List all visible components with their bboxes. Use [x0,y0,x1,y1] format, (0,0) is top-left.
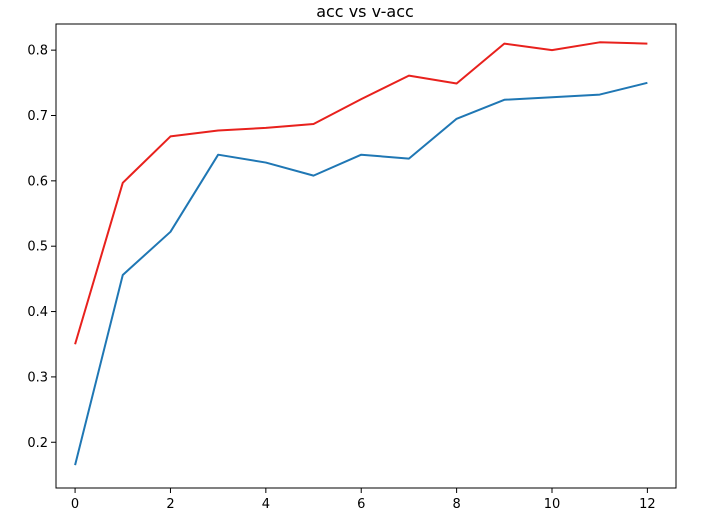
y-tick-label: 0.8 [27,44,48,59]
y-tick-label: 0.7 [27,109,48,124]
x-tick-label: 10 [544,497,561,512]
x-tick-label: 12 [639,497,656,512]
x-tick-label: 2 [166,497,174,512]
x-tick-label: 0 [71,497,79,512]
y-tick-label: 0.3 [27,370,48,385]
y-axis: 0.2 0.3 0.4 0.5 0.6 0.7 0.8 [27,44,56,451]
series-line-2 [74,41,648,345]
x-tick-label: 8 [452,497,460,512]
y-tick-label: 0.2 [27,436,48,451]
plot-frame [55,23,677,489]
series-line-1 [74,81,648,466]
y-tick-label: 0.5 [27,240,48,255]
x-tick-label: 4 [262,497,270,512]
x-tick-label: 6 [357,497,365,512]
y-tick-label: 0.4 [27,305,48,320]
chart-title: acc vs v-acc [316,2,414,21]
x-axis: 0 2 4 6 8 10 12 [71,488,656,512]
y-tick-label: 0.6 [27,174,48,189]
